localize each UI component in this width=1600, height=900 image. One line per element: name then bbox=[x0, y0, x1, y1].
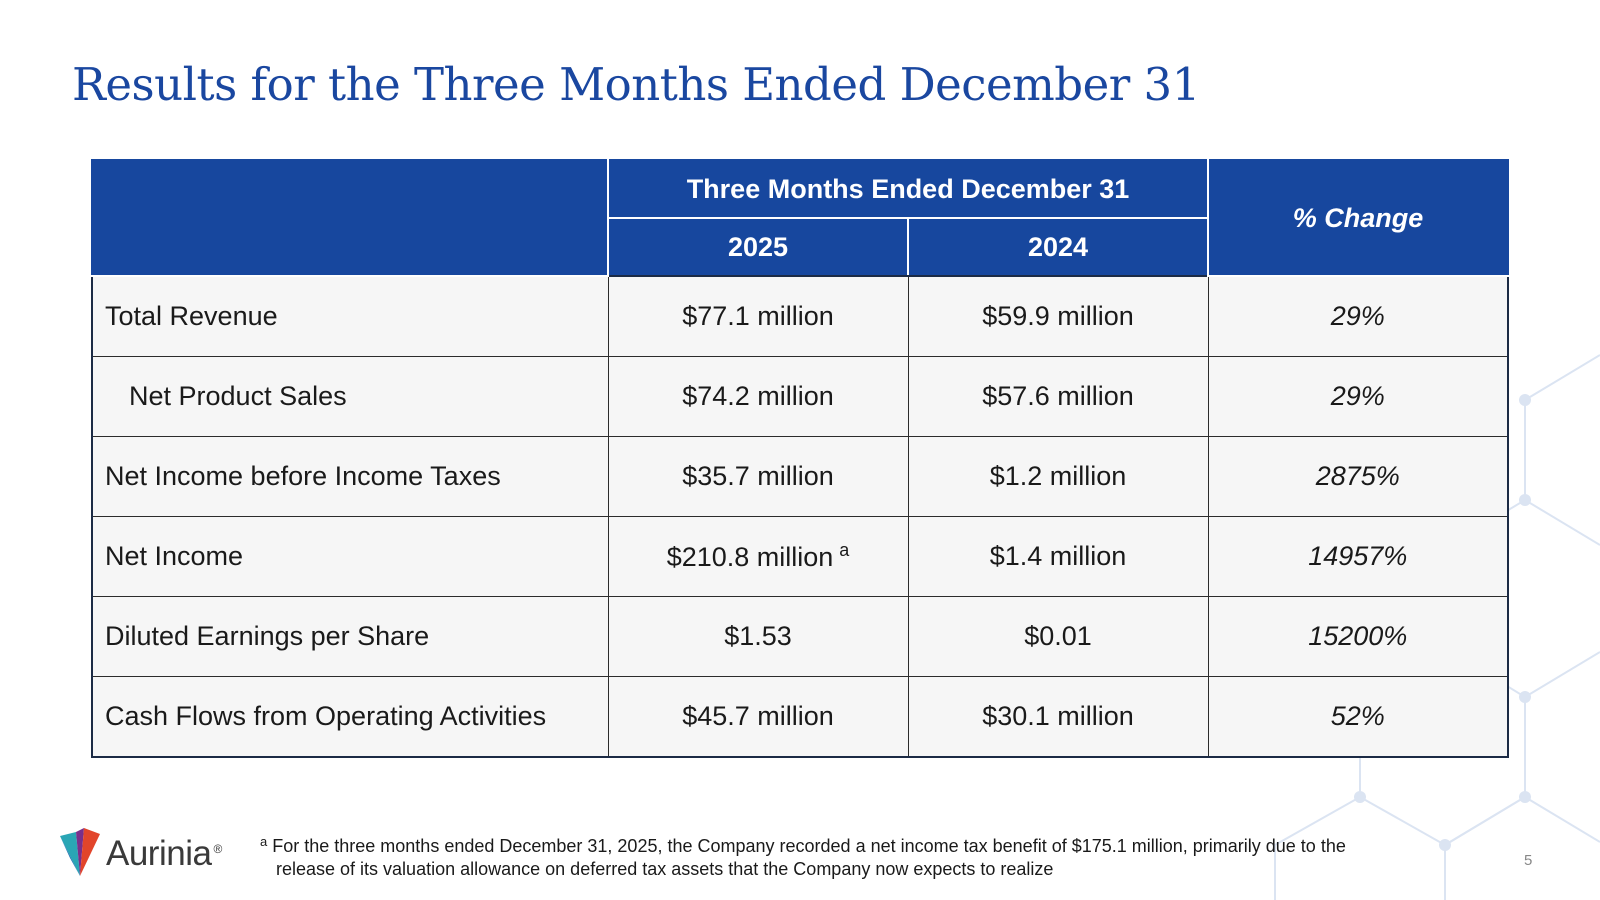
value-2025: $45.7 million bbox=[607, 676, 909, 758]
percent-change-value: 29% bbox=[1207, 356, 1509, 437]
header-row-group: Three Months Ended December 31 % Change bbox=[91, 159, 1509, 277]
table-row-cash-flows-operating: Cash Flows from Operating Activities $45… bbox=[91, 676, 1509, 758]
percent-change-value: 2875% bbox=[1207, 436, 1509, 517]
logo-wordmark: Aurinia bbox=[106, 834, 212, 873]
value-2024: $59.9 million bbox=[907, 275, 1209, 357]
value-2025: $35.7 million bbox=[607, 436, 909, 517]
aurinia-v-logo-icon bbox=[60, 828, 100, 876]
slide-title: Results for the Three Months Ended Decem… bbox=[72, 58, 1200, 111]
table-row-diluted-eps: Diluted Earnings per Share $1.53 $0.01 1… bbox=[91, 596, 1509, 677]
header-percent-change: % Change bbox=[1207, 159, 1509, 277]
table-row-net-income-before-taxes: Net Income before Income Taxes $35.7 mil… bbox=[91, 436, 1509, 517]
value-2024: $1.2 million bbox=[907, 436, 1209, 517]
value-2024: $57.6 million bbox=[907, 356, 1209, 437]
row-label: Total Revenue bbox=[91, 275, 609, 357]
footnote-marker: a bbox=[260, 834, 268, 849]
row-label: Net Income bbox=[91, 516, 609, 597]
row-label: Net Product Sales bbox=[91, 356, 609, 437]
value-2025: $210.8 million bbox=[666, 542, 834, 572]
value-2025-cell: $210.8 million a bbox=[607, 516, 909, 597]
percent-change-value: 15200% bbox=[1207, 596, 1509, 677]
row-label: Net Income before Income Taxes bbox=[91, 436, 609, 517]
header-group-three-months: Three Months Ended December 31 bbox=[607, 159, 1209, 219]
aurinia-logo: Aurinia ® bbox=[58, 828, 222, 880]
percent-change-value: 52% bbox=[1207, 676, 1509, 758]
header-row-years: 2025 2024 bbox=[92, 217, 1508, 277]
row-label: Cash Flows from Operating Activities bbox=[91, 676, 609, 758]
table-row-net-product-sales: Net Product Sales $74.2 million $57.6 mi… bbox=[91, 356, 1509, 437]
value-2025: $74.2 million bbox=[607, 356, 909, 437]
percent-change-value: 29% bbox=[1207, 275, 1509, 357]
table-row-total-revenue: Total Revenue $77.1 million $59.9 millio… bbox=[91, 275, 1509, 357]
value-2025: $77.1 million bbox=[607, 275, 909, 357]
value-2025: $1.53 bbox=[607, 596, 909, 677]
value-2024: $30.1 million bbox=[907, 676, 1209, 758]
page-number: 5 bbox=[1524, 852, 1533, 869]
footnote-marker: a bbox=[839, 540, 850, 560]
results-table: Three Months Ended December 31 % Change … bbox=[91, 159, 1509, 758]
registered-mark: ® bbox=[213, 842, 223, 856]
percent-change-value: 14957% bbox=[1207, 516, 1509, 597]
header-corner-cell bbox=[91, 159, 609, 277]
footnote-line-2: release of its valuation allowance on de… bbox=[276, 859, 1054, 879]
row-label: Diluted Earnings per Share bbox=[91, 596, 609, 677]
value-2024: $1.4 million bbox=[907, 516, 1209, 597]
table-row-net-income: Net Income $210.8 million a $1.4 million … bbox=[91, 516, 1509, 597]
header-year-2024: 2024 bbox=[907, 217, 1209, 277]
header-year-2025: 2025 bbox=[607, 217, 909, 277]
value-2024: $0.01 bbox=[907, 596, 1209, 677]
footnote-line-1: For the three months ended December 31, … bbox=[272, 836, 1346, 856]
footnote: a For the three months ended December 31,… bbox=[260, 830, 1470, 881]
